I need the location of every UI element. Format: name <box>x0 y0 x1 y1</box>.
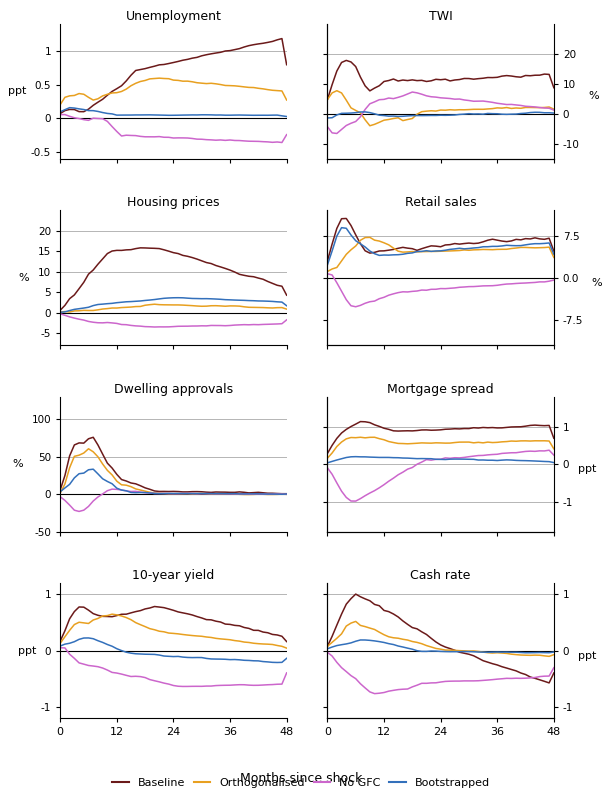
Title: Cash rate: Cash rate <box>411 569 471 582</box>
Title: TWI: TWI <box>429 10 453 23</box>
Y-axis label: ppt: ppt <box>17 646 36 656</box>
Title: 10-year yield: 10-year yield <box>132 569 214 582</box>
Y-axis label: %: % <box>19 273 29 282</box>
Title: Mortgage spread: Mortgage spread <box>387 382 494 396</box>
Title: Unemployment: Unemployment <box>125 10 222 23</box>
Title: Dwelling approvals: Dwelling approvals <box>114 382 233 396</box>
Title: Housing prices: Housing prices <box>127 196 220 209</box>
Y-axis label: ppt: ppt <box>8 86 26 97</box>
Y-axis label: %: % <box>13 460 23 469</box>
Y-axis label: %: % <box>592 278 602 288</box>
Y-axis label: ppt: ppt <box>578 464 597 474</box>
Title: Retail sales: Retail sales <box>405 196 476 209</box>
Y-axis label: %: % <box>588 92 599 101</box>
Text: Months since shock: Months since shock <box>240 772 362 784</box>
Y-axis label: ppt: ppt <box>578 650 597 661</box>
Legend: Baseline, Orthogonalised, No GFC, Bootstrapped: Baseline, Orthogonalised, No GFC, Bootst… <box>107 773 495 792</box>
